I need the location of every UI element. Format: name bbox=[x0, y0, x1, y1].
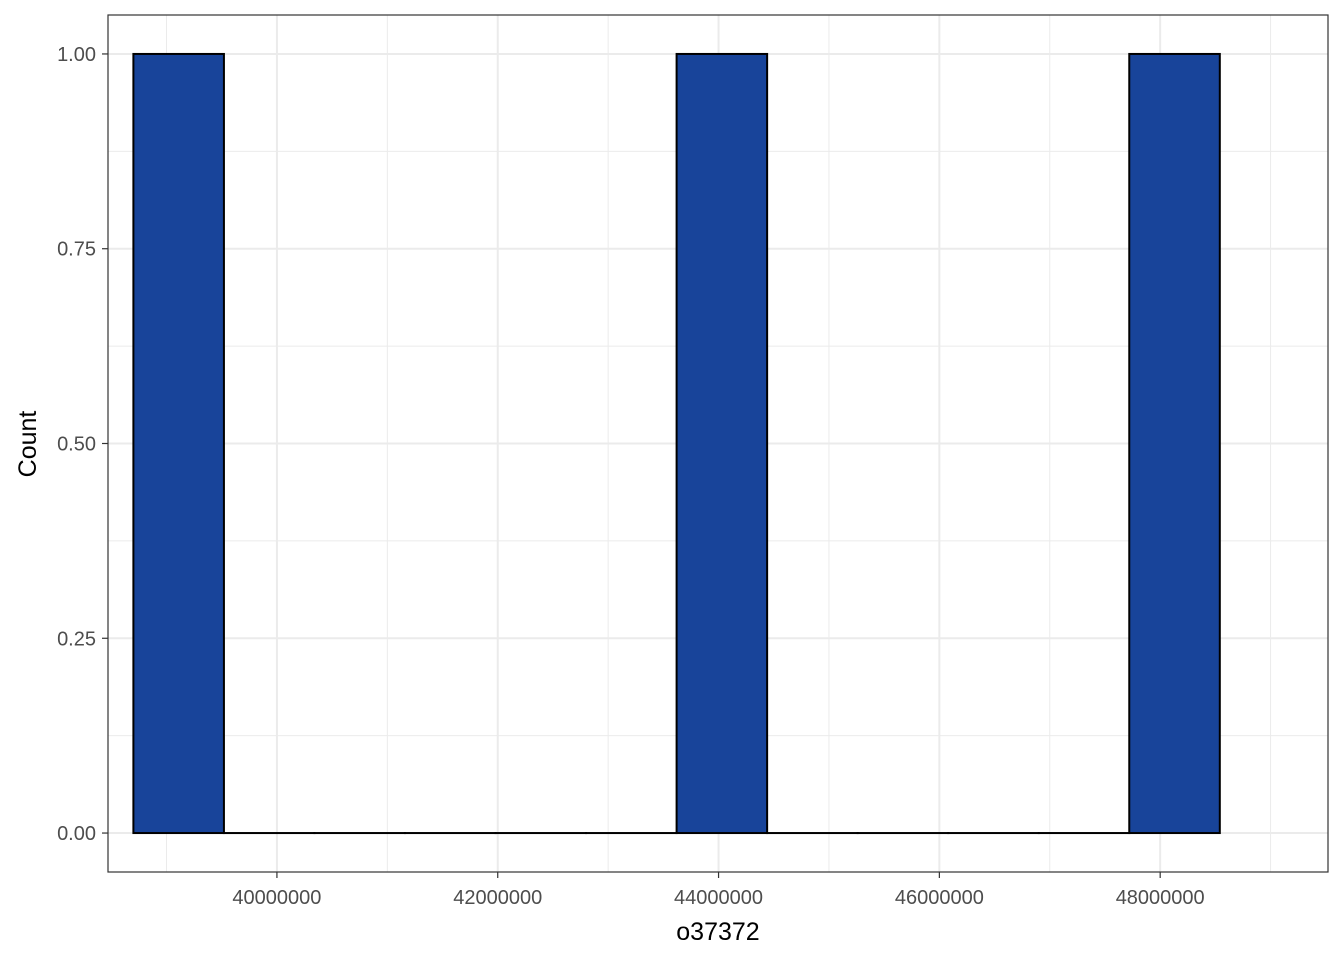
y-tick-label: 0.50 bbox=[57, 434, 96, 456]
y-tick-label: 0.00 bbox=[57, 823, 96, 845]
histogram-bar bbox=[675, 52, 769, 835]
x-axis-title: o37372 bbox=[676, 918, 759, 946]
y-axis-title: Count bbox=[14, 411, 42, 478]
y-axis-ticks: 0.00 0.25 0.50 0.75 1.00 bbox=[57, 44, 108, 845]
x-tick-label: 44000000 bbox=[674, 887, 763, 909]
x-tick-label: 40000000 bbox=[232, 887, 321, 909]
x-axis-ticks: 40000000 42000000 44000000 46000000 48000000 bbox=[232, 872, 1205, 909]
x-tick-label: 46000000 bbox=[895, 887, 984, 909]
y-tick-label: 1.00 bbox=[57, 44, 96, 66]
histogram-bars bbox=[132, 52, 1221, 835]
x-tick-label: 42000000 bbox=[453, 887, 542, 909]
histogram-bar bbox=[132, 52, 225, 835]
x-tick-label: 48000000 bbox=[1116, 887, 1205, 909]
histogram-bar bbox=[1128, 52, 1221, 835]
y-tick-label: 0.25 bbox=[57, 628, 96, 650]
y-tick-label: 0.75 bbox=[57, 239, 96, 261]
